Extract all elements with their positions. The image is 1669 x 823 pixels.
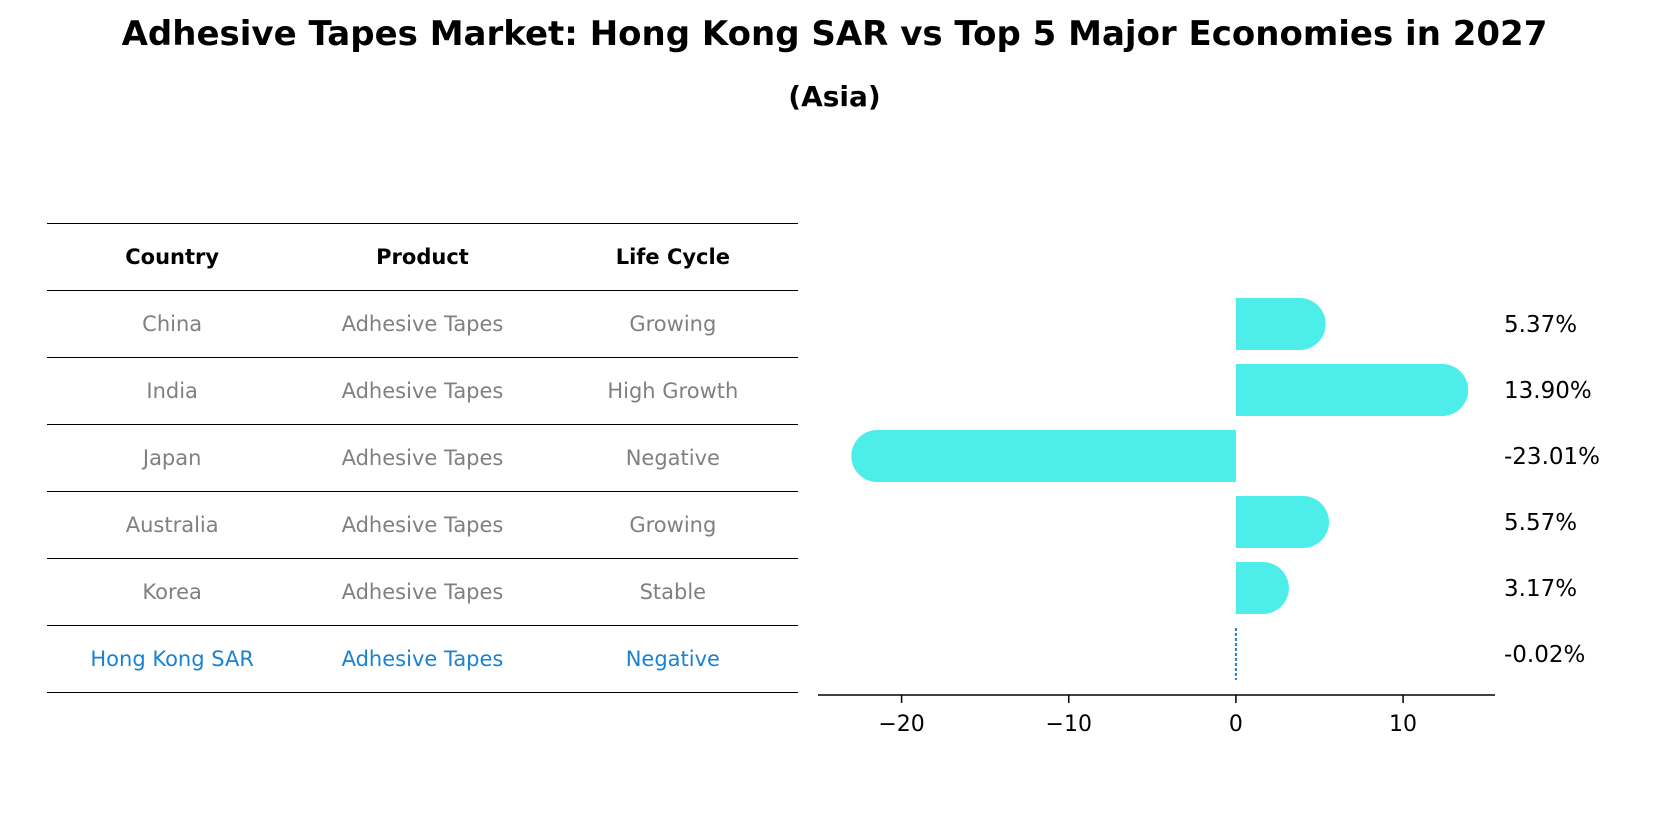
chart-subtitle: (Asia) (788, 80, 881, 113)
cell-life-cycle: Growing (547, 491, 798, 559)
cell-product: Adhesive Tapes (297, 424, 548, 492)
table-row: Korea Adhesive Tapes Stable (47, 558, 798, 626)
life-cycle-table: Country Product Life Cycle China Adhesiv… (47, 223, 798, 693)
cell-life-cycle: Negative (547, 424, 798, 492)
bar-japan (851, 430, 1236, 482)
bar-korea (1235, 562, 1289, 614)
value-label-china: 5.37% (1504, 312, 1577, 338)
value-label-japan: -23.01% (1504, 444, 1600, 470)
x-tick-label--20: −20 (878, 712, 924, 737)
table-header-row: Country Product Life Cycle (47, 223, 798, 291)
cell-product: Adhesive Tapes (297, 625, 548, 693)
cell-country: Hong Kong SAR (47, 625, 298, 693)
header-product: Product (297, 223, 548, 291)
cell-life-cycle: Growing (547, 290, 798, 358)
chart-title: Adhesive Tapes Market: Hong Kong SAR vs … (121, 14, 1548, 54)
x-tick-label--10: −10 (1046, 712, 1092, 737)
value-label-australia: 5.57% (1504, 510, 1577, 536)
cell-life-cycle: Stable (547, 558, 798, 626)
cell-country: Korea (47, 558, 298, 626)
cell-product: Adhesive Tapes (297, 491, 548, 559)
table-row: India Adhesive Tapes High Growth (47, 357, 798, 425)
value-label-korea: 3.17% (1504, 576, 1577, 602)
bar-india (1235, 364, 1469, 416)
value-label-hong-kong-sar: -0.02% (1504, 642, 1585, 668)
table-row: Australia Adhesive Tapes Growing (47, 491, 798, 559)
cell-life-cycle: Negative (547, 625, 798, 693)
cell-product: Adhesive Tapes (297, 357, 548, 425)
cell-country: India (47, 357, 298, 425)
cell-product: Adhesive Tapes (297, 290, 548, 358)
value-label-india: 13.90% (1504, 378, 1592, 404)
cell-country: China (47, 290, 298, 358)
header-country: Country (47, 223, 298, 291)
bar-china (1235, 298, 1326, 350)
header-life-cycle: Life Cycle (547, 223, 798, 291)
cell-country: Australia (47, 491, 298, 559)
x-tick-label-10: 10 (1389, 712, 1417, 737)
cell-product: Adhesive Tapes (297, 558, 548, 626)
cell-life-cycle: High Growth (547, 357, 798, 425)
table-row: Japan Adhesive Tapes Negative (47, 424, 798, 492)
table-row: China Adhesive Tapes Growing (47, 290, 798, 358)
x-tick-label-0: 0 (1229, 712, 1243, 737)
table-row-highlighted: Hong Kong SAR Adhesive Tapes Negative (47, 625, 798, 693)
bar-australia (1235, 496, 1330, 548)
cell-country: Japan (47, 424, 298, 492)
